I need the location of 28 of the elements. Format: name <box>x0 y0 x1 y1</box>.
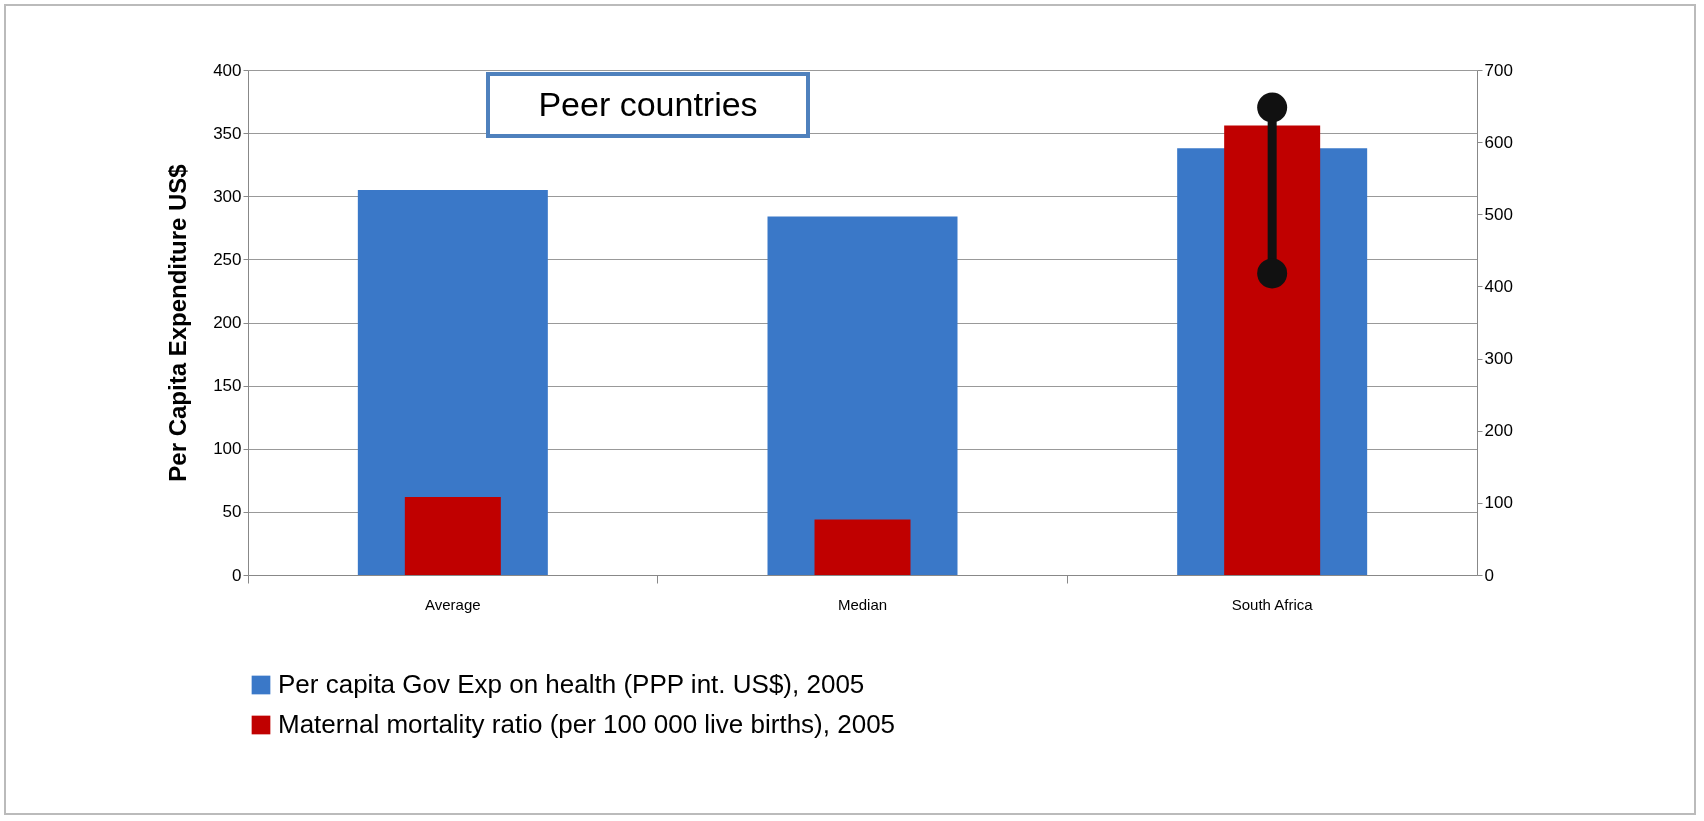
y2-tick-label: 500 <box>1484 204 1513 224</box>
bar <box>357 189 548 575</box>
y-tick-label: 200 <box>213 313 242 332</box>
y-tick-label: 150 <box>213 376 242 396</box>
annotation: Peer countries <box>538 85 758 123</box>
legend-label: Per capita Gov Exp on health (PPP int. US$), 2005 <box>278 669 865 699</box>
y-tick-label: 100 <box>213 439 242 459</box>
y2-tick-label: 400 <box>1484 276 1513 296</box>
x-tick-label: South Africa <box>1231 595 1314 613</box>
y-tick-label: 400 <box>213 60 242 80</box>
y2-tick-label: 0 <box>1484 565 1494 585</box>
bar <box>404 497 501 575</box>
y2-tick-label: 300 <box>1484 349 1513 369</box>
y-tick-label: 350 <box>213 123 242 143</box>
y2-tick-label: 200 <box>1484 421 1513 441</box>
y-tick-label: 250 <box>213 249 242 269</box>
y2-tick-label: 700 <box>1484 60 1513 80</box>
x-tick-label: Average <box>425 595 481 613</box>
legend-label: Maternal mortality ratio (per 100 000 live births), 2005 <box>278 709 896 739</box>
bar <box>814 519 911 575</box>
y2-tick-label: 100 <box>1484 493 1513 513</box>
y-tick-label: 300 <box>213 186 242 206</box>
y-tick-label: 50 <box>222 502 242 522</box>
x-tick-label: Median <box>837 595 888 613</box>
y-axis-title: Per Capita Expenditure US$ <box>164 163 192 482</box>
bar <box>767 216 958 575</box>
y2-tick-label: 600 <box>1484 132 1513 152</box>
y-tick-label: 0 <box>232 565 242 585</box>
